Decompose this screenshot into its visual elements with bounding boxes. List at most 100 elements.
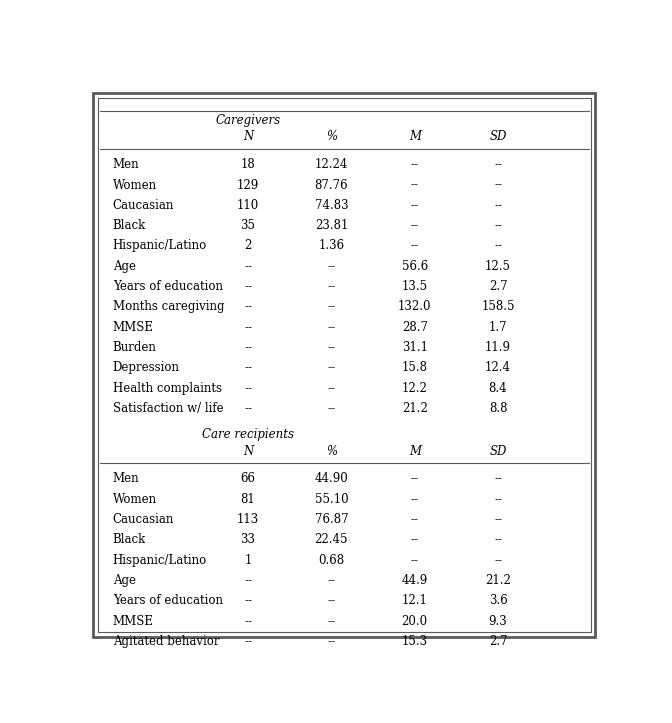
Text: 87.76: 87.76 [314, 179, 348, 192]
Text: --: -- [411, 472, 419, 485]
Text: --: -- [327, 635, 335, 648]
Text: Age: Age [113, 574, 136, 587]
Text: --: -- [411, 158, 419, 171]
Text: 33: 33 [241, 534, 255, 547]
Text: --: -- [244, 321, 252, 334]
Text: 12.5: 12.5 [485, 260, 511, 273]
Text: --: -- [411, 493, 419, 506]
Text: 12.4: 12.4 [485, 362, 511, 375]
Text: Women: Women [113, 493, 157, 506]
Text: --: -- [327, 382, 335, 395]
Text: --: -- [327, 301, 335, 314]
Text: 8.4: 8.4 [489, 382, 507, 395]
Text: --: -- [411, 554, 419, 567]
Text: 21.2: 21.2 [402, 402, 427, 415]
Text: --: -- [327, 321, 335, 334]
Text: 132.0: 132.0 [398, 301, 431, 314]
Text: Black: Black [113, 219, 146, 232]
Text: Care recipients: Care recipients [202, 428, 294, 441]
Text: 44.90: 44.90 [314, 472, 348, 485]
Text: Age: Age [113, 260, 136, 273]
Text: --: -- [244, 615, 252, 628]
Text: Health complaints: Health complaints [113, 382, 222, 395]
Text: 129: 129 [237, 179, 259, 192]
Text: --: -- [494, 158, 502, 171]
Text: --: -- [244, 402, 252, 415]
Text: Years of education: Years of education [113, 280, 222, 293]
Text: 1.36: 1.36 [319, 239, 345, 252]
Text: --: -- [327, 574, 335, 587]
Text: M: M [409, 130, 421, 143]
Text: Burden: Burden [113, 341, 157, 354]
Text: 15.3: 15.3 [402, 635, 428, 648]
Text: 113: 113 [237, 513, 259, 526]
Text: --: -- [494, 239, 502, 252]
Text: MMSE: MMSE [113, 321, 154, 334]
Text: 74.83: 74.83 [314, 199, 348, 212]
Text: 21.2: 21.2 [485, 574, 511, 587]
Text: %: % [326, 445, 337, 458]
Text: Men: Men [113, 158, 139, 171]
Text: --: -- [327, 260, 335, 273]
Text: 28.7: 28.7 [402, 321, 427, 334]
Text: Satisfaction w/ life: Satisfaction w/ life [113, 402, 223, 415]
Text: --: -- [327, 402, 335, 415]
Text: 158.5: 158.5 [481, 301, 515, 314]
Text: --: -- [244, 301, 252, 314]
Text: 12.1: 12.1 [402, 594, 427, 607]
Text: --: -- [244, 362, 252, 375]
Text: --: -- [244, 280, 252, 293]
Text: MMSE: MMSE [113, 615, 154, 628]
Text: Caucasian: Caucasian [113, 199, 174, 212]
Text: Months caregiving: Months caregiving [113, 301, 224, 314]
Text: 66: 66 [241, 472, 255, 485]
Text: M: M [409, 445, 421, 458]
Text: --: -- [411, 219, 419, 232]
Text: 1.7: 1.7 [489, 321, 507, 334]
Text: 2.7: 2.7 [489, 280, 507, 293]
Text: 20.0: 20.0 [402, 615, 428, 628]
Text: 13.5: 13.5 [402, 280, 428, 293]
Text: 76.87: 76.87 [314, 513, 348, 526]
Text: 31.1: 31.1 [402, 341, 427, 354]
Text: --: -- [327, 341, 335, 354]
Text: --: -- [327, 615, 335, 628]
Text: --: -- [244, 382, 252, 395]
Text: --: -- [327, 280, 335, 293]
Text: 2: 2 [245, 239, 252, 252]
Text: --: -- [494, 513, 502, 526]
Text: Hispanic/Latino: Hispanic/Latino [113, 239, 207, 252]
Text: --: -- [494, 179, 502, 192]
Text: SD: SD [489, 445, 507, 458]
Text: %: % [326, 130, 337, 143]
Text: Agitated behavior: Agitated behavior [113, 635, 219, 648]
Text: --: -- [244, 574, 252, 587]
Text: Caucasian: Caucasian [113, 513, 174, 526]
Text: 81: 81 [241, 493, 255, 506]
Text: 12.24: 12.24 [314, 158, 348, 171]
Text: --: -- [494, 534, 502, 547]
Text: Men: Men [113, 472, 139, 485]
Text: --: -- [244, 594, 252, 607]
Text: 35: 35 [241, 219, 255, 232]
Text: 23.81: 23.81 [314, 219, 348, 232]
Text: --: -- [411, 513, 419, 526]
Text: 12.2: 12.2 [402, 382, 427, 395]
Text: Years of education: Years of education [113, 594, 222, 607]
Text: 11.9: 11.9 [485, 341, 511, 354]
Text: --: -- [494, 472, 502, 485]
Text: --: -- [244, 635, 252, 648]
Text: --: -- [411, 239, 419, 252]
Text: --: -- [494, 219, 502, 232]
Text: 15.8: 15.8 [402, 362, 427, 375]
Text: 110: 110 [237, 199, 259, 212]
Text: 9.3: 9.3 [489, 615, 507, 628]
Text: 56.6: 56.6 [402, 260, 428, 273]
Text: 55.10: 55.10 [314, 493, 348, 506]
Text: SD: SD [489, 130, 507, 143]
Text: --: -- [244, 341, 252, 354]
Text: --: -- [494, 554, 502, 567]
Text: --: -- [244, 260, 252, 273]
Text: 2.7: 2.7 [489, 635, 507, 648]
Text: Women: Women [113, 179, 157, 192]
